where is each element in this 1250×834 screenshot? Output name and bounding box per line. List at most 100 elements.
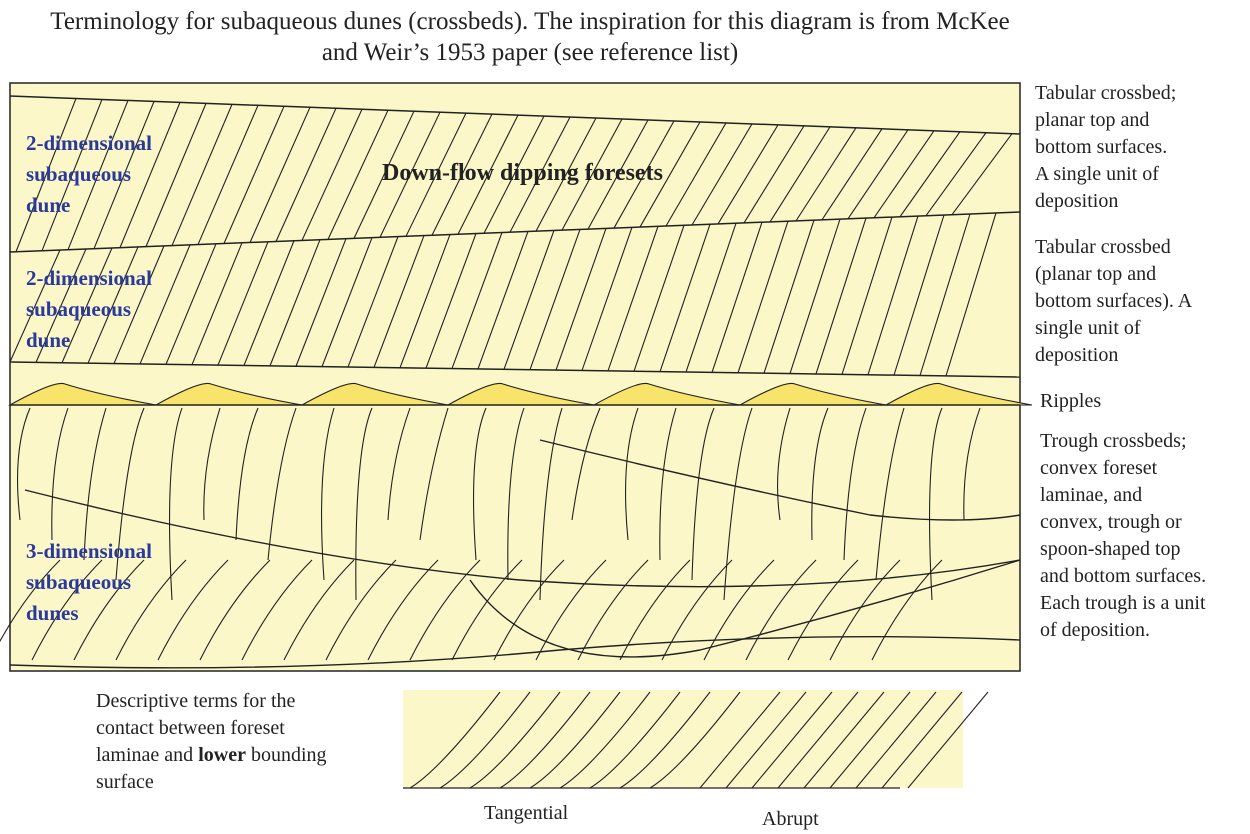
foreset-lamina (925, 132, 987, 217)
unit4-label-line: 3-dimensional (26, 539, 153, 563)
trough-lamina (419, 407, 449, 541)
tangential-lamina (469, 691, 561, 789)
abrupt-lamina (881, 691, 963, 789)
trough-lamina (929, 407, 943, 601)
foreset-lamina (893, 214, 945, 376)
trough-annotation-line: spoon-shaped top (1040, 538, 1181, 560)
foreset-lamina (841, 216, 893, 375)
tangential-lamina (559, 691, 651, 789)
foreset-lamina (321, 237, 373, 367)
abrupt-lamina (699, 691, 781, 789)
trough-lamina (571, 407, 601, 521)
trough-lamina (619, 559, 691, 661)
foreset-lamina (529, 229, 581, 370)
foreset-lamina (717, 124, 779, 225)
foreset-lamina (711, 222, 763, 373)
foreset-lamina (951, 133, 1013, 216)
foreset-lamina (769, 126, 831, 223)
foreset-lamina (275, 108, 337, 242)
trough-lamina (829, 559, 901, 661)
trough-lamina (17, 407, 31, 521)
foreset-lamina (425, 233, 477, 369)
foreset-lamina (789, 218, 841, 374)
trough-lamina (115, 559, 187, 661)
trough-lamina (83, 407, 107, 561)
unit1-annotation-line: deposition (1035, 190, 1119, 212)
descriptive-terms-emphasis: lower (198, 744, 246, 766)
trough-lamina (203, 407, 221, 521)
foreset-lamina (873, 130, 935, 219)
tangential-lamina (409, 691, 501, 789)
foreset-lamina (113, 245, 165, 364)
foreset-lamina (139, 244, 191, 365)
ripple (883, 382, 1033, 406)
tangential-lamina (439, 691, 531, 789)
trough-lamina (325, 559, 397, 661)
abrupt-contact-laminae (699, 691, 989, 789)
descriptive-terms-line: laminae and lower bounding (96, 742, 396, 769)
foreset-lamina (763, 219, 815, 374)
foreset-lamina (737, 221, 789, 373)
unit1-unit2-bounding-surface (9, 211, 1021, 253)
foreset-lamina (633, 225, 685, 372)
unit2-annotation-line: bottom surfaces). A (1035, 290, 1193, 312)
trough-annotation: Trough crossbeds; convex foreset laminae… (1040, 428, 1206, 644)
unit4-label-line: subaqueous (26, 570, 132, 594)
tangential-lamina (529, 691, 621, 789)
trough-lamina (235, 407, 259, 541)
trough-foreset-laminae (0, 407, 981, 661)
foreset-lamina (659, 224, 711, 372)
trough-lamina (199, 559, 271, 661)
unit1-annotation-line: planar top and (1035, 109, 1150, 131)
trough-annotation-line: of deposition. (1040, 619, 1150, 641)
trough-lamina (169, 407, 183, 601)
foreset-lamina (269, 239, 321, 367)
foreset-lamina (9, 249, 61, 363)
descriptive-terms-fragment: bounding (245, 744, 327, 766)
trough-lamina (157, 559, 229, 661)
abrupt-lamina (751, 691, 833, 789)
foreset-lamina (347, 236, 399, 368)
trough-lamina (691, 407, 715, 581)
trough-lamina (723, 407, 753, 601)
foreset-lamina (399, 234, 451, 368)
foreset-lamina (743, 125, 805, 224)
ripple (591, 382, 741, 406)
trough-lamina (267, 407, 297, 561)
unit4-label-line: dunes (26, 601, 79, 625)
unit2-label-line: subaqueous (26, 297, 132, 321)
unit2-label-line: dune (26, 328, 71, 352)
foreset-lamina (847, 129, 909, 220)
unit1-annotation-line: bottom surfaces. (1035, 136, 1168, 158)
trough-annotation-line: Trough crossbeds; (1040, 430, 1187, 452)
foreset-lamina (587, 119, 649, 230)
foreset-lamina (821, 128, 883, 221)
trough-annotation-line: convex foreset (1040, 457, 1158, 479)
unit2-label-line: 2-dimensional (26, 266, 153, 290)
abrupt-lamina (803, 691, 885, 789)
foreset-lamina (197, 105, 259, 245)
tangential-lamina (619, 691, 711, 789)
foreset-lamina (451, 232, 503, 369)
foreset-lamina (67, 100, 129, 250)
unit1-annotation: Tabular crossbed; planar top and bottom … (1035, 80, 1176, 215)
ripples-annotation: Ripples (1040, 388, 1101, 415)
main-block-background (9, 82, 1021, 672)
trough-lamina (283, 559, 355, 661)
descriptive-terms-text: Descriptive terms for the contact betwee… (96, 688, 396, 796)
unit2-annotation-line: single unit of (1035, 317, 1141, 339)
foreset-lamina (327, 109, 389, 240)
unit2-label: 2-dimensional subaqueous dune (26, 263, 152, 356)
descriptive-terms-line: contact between foreset (96, 717, 285, 739)
trough-lamina (745, 559, 817, 661)
trough-lamina (73, 559, 145, 661)
trough-annotation-line: and bottom surfaces. (1040, 565, 1207, 587)
abrupt-lamina (829, 691, 911, 789)
foreset-lamina (119, 102, 181, 248)
foreset-lamina (41, 99, 103, 251)
tangential-lamina (589, 691, 681, 789)
trough-lamina (409, 559, 481, 661)
ripple (7, 382, 157, 406)
trough-lamina (843, 407, 867, 561)
foreset-lamina (509, 116, 571, 233)
